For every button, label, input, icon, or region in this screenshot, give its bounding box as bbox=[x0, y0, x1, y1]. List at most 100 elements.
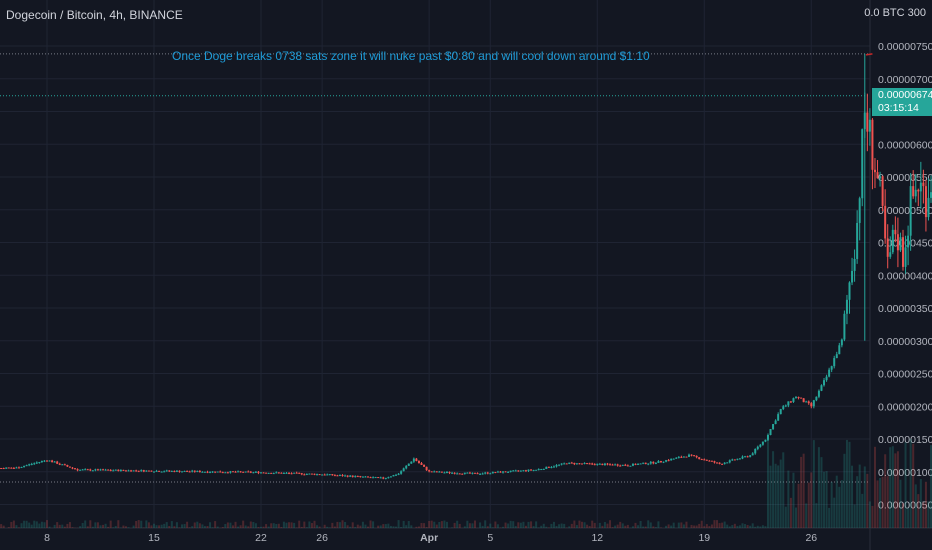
volume-bar bbox=[48, 526, 51, 528]
candle-body bbox=[856, 222, 859, 259]
volume-bar bbox=[912, 443, 915, 528]
volume-bar bbox=[868, 501, 871, 528]
candle-body bbox=[122, 469, 125, 471]
volume-bar bbox=[835, 475, 838, 528]
volume-bar bbox=[784, 506, 787, 528]
volume-bar bbox=[894, 453, 897, 528]
candle-body bbox=[800, 397, 803, 399]
volume-bar bbox=[598, 522, 601, 528]
volume-bar bbox=[17, 527, 20, 528]
volume-bar bbox=[718, 523, 721, 528]
candle-body bbox=[519, 470, 522, 472]
candle-body bbox=[430, 471, 433, 473]
candle-body bbox=[708, 460, 711, 462]
candle-body bbox=[372, 477, 375, 479]
price-scale-header[interactable]: 0.0 BTC 300 bbox=[864, 7, 926, 19]
volume-bar bbox=[690, 524, 693, 528]
volume-bar bbox=[856, 476, 859, 528]
candle-body bbox=[214, 471, 217, 473]
candle-body bbox=[303, 474, 306, 476]
volume-bar bbox=[736, 525, 739, 528]
candle-body bbox=[316, 474, 319, 476]
candle-body bbox=[499, 471, 502, 473]
volume-bar bbox=[40, 521, 43, 528]
candle-body bbox=[563, 463, 566, 465]
volume-bar bbox=[825, 471, 828, 528]
volume-bar bbox=[7, 527, 10, 528]
volume-bar bbox=[591, 520, 594, 528]
volume-bar bbox=[188, 527, 191, 528]
volume-bar bbox=[486, 526, 489, 528]
y-tick-label: 0.00000600 bbox=[878, 139, 932, 151]
volume-bar bbox=[377, 525, 380, 528]
candle-body bbox=[924, 186, 927, 218]
candle-body bbox=[670, 458, 673, 461]
candle-body bbox=[265, 472, 268, 474]
volume-bar bbox=[338, 522, 341, 528]
volume-bar bbox=[336, 521, 339, 528]
volume-bar bbox=[282, 521, 285, 528]
candle-body bbox=[560, 463, 563, 465]
candle-body bbox=[774, 420, 777, 425]
volume-bar bbox=[364, 524, 367, 528]
candle-body bbox=[537, 469, 540, 471]
volume-bar bbox=[777, 465, 780, 528]
candle-body bbox=[219, 471, 222, 473]
volume-bar bbox=[823, 471, 826, 528]
volume-bar bbox=[884, 454, 887, 528]
volume-bar bbox=[183, 524, 186, 528]
y-tick-label: 0.00000050 bbox=[878, 500, 932, 512]
candle-body bbox=[107, 469, 110, 471]
volume-bar bbox=[817, 447, 820, 528]
resistance-ray bbox=[865, 53, 873, 56]
candle-body bbox=[479, 473, 482, 475]
volume-bar bbox=[382, 524, 385, 528]
volume-bar bbox=[280, 527, 283, 528]
candle-body bbox=[868, 119, 871, 132]
volume-bar bbox=[423, 523, 426, 528]
volume-bar bbox=[728, 526, 731, 528]
candle-body bbox=[904, 247, 907, 267]
volume-bar bbox=[468, 523, 471, 528]
volume-bar bbox=[843, 453, 846, 528]
candle-body bbox=[15, 467, 18, 469]
candle-body bbox=[912, 186, 915, 197]
candle-body bbox=[433, 471, 436, 473]
candle-body bbox=[25, 465, 28, 467]
candle-body bbox=[665, 460, 668, 462]
volume-bar bbox=[392, 526, 395, 528]
volume-bar bbox=[379, 525, 382, 528]
candle-body bbox=[382, 477, 385, 479]
volume-bar bbox=[242, 520, 245, 528]
volume-bar bbox=[420, 522, 423, 528]
candle-body bbox=[672, 458, 675, 460]
candle-body bbox=[2, 468, 5, 470]
candle-body bbox=[866, 112, 869, 132]
volume-bar bbox=[626, 524, 629, 528]
volume-bar bbox=[272, 523, 275, 528]
candle-body bbox=[466, 472, 469, 474]
candle-body bbox=[262, 472, 265, 474]
volume-bar bbox=[772, 451, 775, 528]
volume-bar bbox=[140, 520, 143, 528]
candle-body bbox=[321, 474, 324, 476]
volume-bar bbox=[647, 520, 650, 528]
candle-body bbox=[150, 470, 153, 472]
candle-body bbox=[89, 469, 92, 471]
volume-bar bbox=[425, 527, 428, 528]
volume-bar bbox=[231, 525, 234, 528]
candle-body bbox=[481, 473, 484, 475]
volume-bar bbox=[644, 526, 647, 528]
volume-bar bbox=[514, 526, 517, 528]
volume-bar bbox=[603, 522, 606, 528]
candle-body bbox=[102, 469, 105, 471]
volume-bar bbox=[710, 524, 713, 528]
candle-body bbox=[884, 205, 887, 239]
candle-body bbox=[198, 470, 201, 473]
candle-body bbox=[420, 463, 423, 465]
volume-bar bbox=[239, 525, 242, 528]
volume-bar bbox=[127, 527, 130, 528]
volume-bar bbox=[698, 523, 701, 528]
volume-bar bbox=[657, 521, 660, 528]
